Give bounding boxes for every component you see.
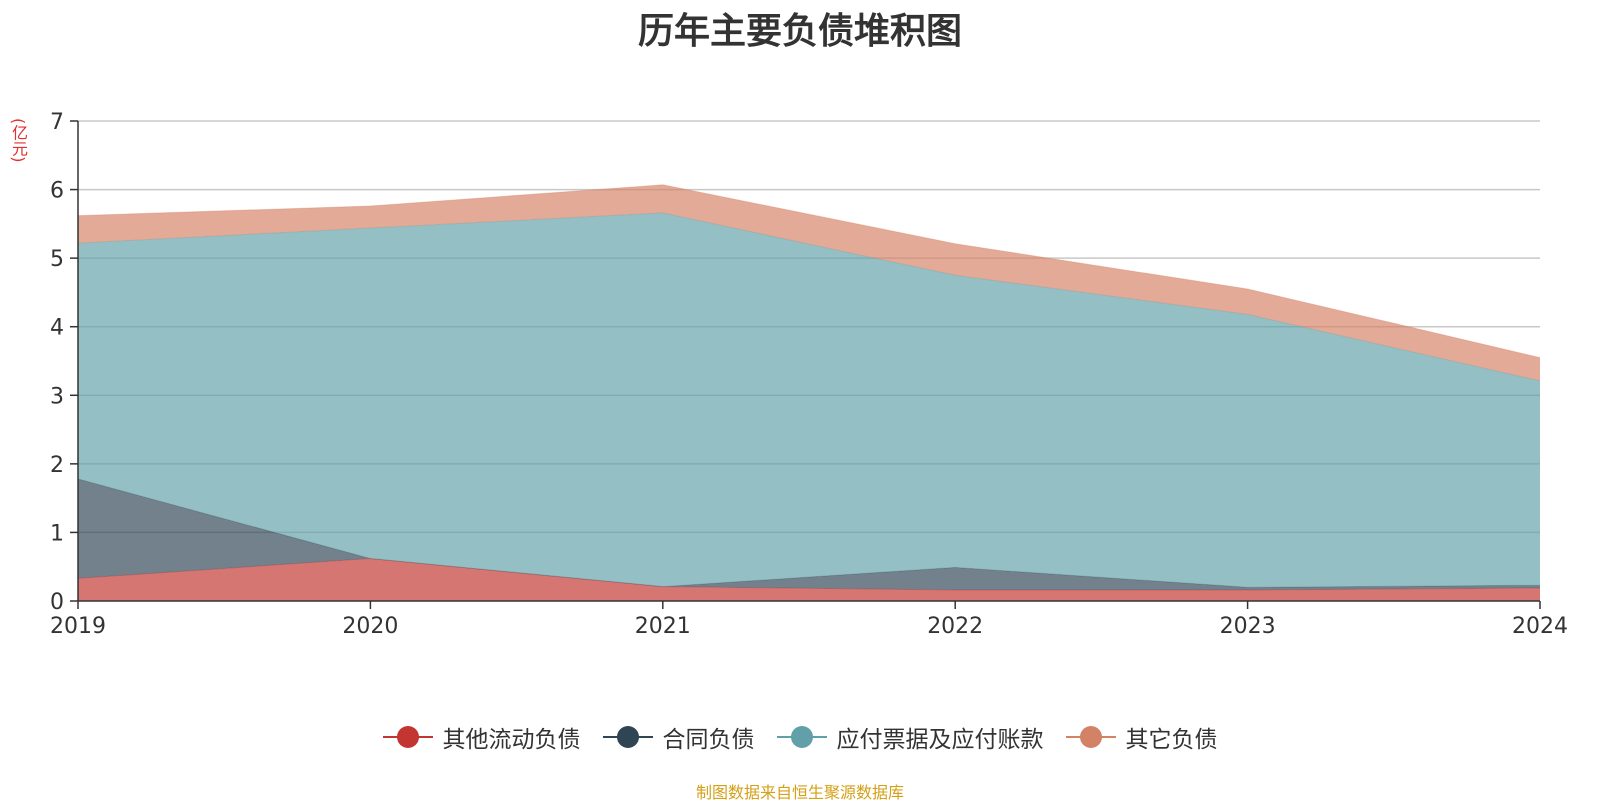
- y-tick-label: 2: [50, 453, 64, 478]
- legend-item-other-liabilities[interactable]: 其它负债: [1065, 720, 1218, 754]
- x-tick-label: 2020: [342, 614, 398, 639]
- y-axis-unit-label: (亿元): [9, 118, 28, 163]
- area-edge-series-4: [77, 184, 1541, 359]
- legend-item-other-current-liabilities[interactable]: 其他流动负债: [382, 720, 581, 754]
- area-series-1: [78, 558, 1540, 601]
- x-tick-label: 2021: [635, 614, 691, 639]
- legend: 其他流动负债 合同负债 应付票据及应付账款 其它负债: [0, 720, 1600, 754]
- legend-label: 其它负债: [1125, 727, 1218, 753]
- y-tick-label: 4: [50, 316, 64, 341]
- x-tick-label: 2022: [927, 614, 983, 639]
- legend-item-notes-accounts-payable[interactable]: 应付票据及应付账款: [776, 720, 1044, 754]
- x-tick-label: 2023: [1220, 614, 1276, 639]
- legend-label: 合同负债: [662, 727, 755, 753]
- legend-item-contract-liabilities[interactable]: 合同负债: [602, 720, 755, 754]
- chart-title: 历年主要负债堆积图: [637, 11, 962, 52]
- legend-marker-icon: [382, 724, 433, 750]
- legend-marker-icon: [776, 724, 827, 750]
- y-tick-label: 1: [50, 521, 64, 546]
- y-tick-label: 3: [50, 384, 64, 409]
- x-tick-label: 2019: [50, 614, 106, 639]
- legend-marker-icon: [1065, 724, 1116, 750]
- y-tick-label: 0: [50, 590, 64, 615]
- y-tick-label: 6: [50, 179, 64, 204]
- area-series-4: [78, 184, 1540, 381]
- x-tick-label: 2024: [1512, 614, 1568, 639]
- y-tick-label: 5: [50, 247, 64, 272]
- data-source-note: 制图数据来自恒生聚源数据库: [695, 783, 904, 802]
- area-series-3: [78, 212, 1540, 588]
- legend-label: 应付票据及应付账款: [836, 727, 1044, 753]
- y-tick-label: 7: [50, 110, 64, 135]
- legend-label: 其他流动负债: [442, 727, 581, 753]
- legend-marker-icon: [602, 724, 653, 750]
